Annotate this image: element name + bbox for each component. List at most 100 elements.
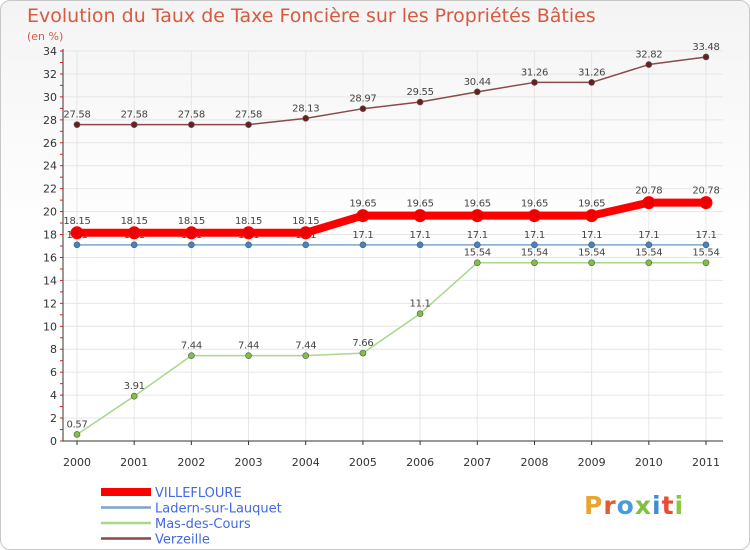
y-tick-label: 2 <box>50 412 57 425</box>
data-point <box>70 226 84 240</box>
logo-letter: i <box>674 491 685 520</box>
logo-letter: x <box>634 491 652 520</box>
legend-label: Ladern-sur-Lauquet <box>155 502 282 517</box>
data-point <box>130 241 138 249</box>
legend-label: Verzeille <box>155 533 210 548</box>
data-point <box>359 349 367 357</box>
data-label: 20.78 <box>692 186 719 197</box>
data-point <box>531 259 538 267</box>
data-label: 19.65 <box>349 199 376 210</box>
y-tick-label: 28 <box>43 114 57 127</box>
legend-item-mas-des-cours: Mas-des-Cours <box>101 517 251 532</box>
logo-letter: P <box>584 491 604 520</box>
data-label: 31.26 <box>578 67 605 78</box>
data-point <box>699 196 713 210</box>
x-tick-label: 2001 <box>120 456 148 469</box>
data-point <box>127 226 141 240</box>
x-tick-label: 2005 <box>349 456 377 469</box>
x-tick-label: 2010 <box>635 456 663 469</box>
data-label: 31.26 <box>521 67 548 78</box>
data-label: 18.15 <box>292 216 319 227</box>
data-label: 28.13 <box>292 103 319 114</box>
data-label: 27.58 <box>63 110 90 121</box>
data-label: 11.1 <box>410 299 431 310</box>
data-point <box>416 310 424 317</box>
x-tick-label: 2004 <box>292 456 320 469</box>
data-point <box>356 209 370 223</box>
data-label: 7.44 <box>181 341 202 352</box>
data-label: 17.1 <box>695 230 716 241</box>
y-tick-label: 0 <box>50 435 57 448</box>
data-point <box>588 259 595 267</box>
data-point <box>245 121 252 128</box>
x-tick-label: 2009 <box>578 456 606 469</box>
data-point <box>188 241 195 249</box>
data-point <box>416 98 424 106</box>
data-point <box>531 79 538 86</box>
data-label: 29.55 <box>407 87 434 98</box>
chart-title: Evolution du Taux de Taxe Foncière sur l… <box>27 5 596 27</box>
data-label: 18.15 <box>235 216 262 227</box>
data-label: 32.82 <box>635 50 662 61</box>
legend-label: VILLEFLOURE <box>155 486 242 501</box>
y-tick-label: 4 <box>50 389 57 402</box>
data-point <box>302 352 310 359</box>
data-point <box>413 209 427 223</box>
legend-item-ladern-sur-lauquet: Ladern-sur-Lauquet <box>101 502 282 517</box>
data-label: 7.44 <box>238 341 259 352</box>
y-tick-label: 32 <box>43 68 57 81</box>
logo-letter: i <box>652 491 662 520</box>
data-point <box>242 226 256 240</box>
data-label: 20.78 <box>635 186 662 197</box>
data-point <box>702 53 710 61</box>
data-point <box>245 241 252 249</box>
data-label: 17.1 <box>410 230 431 241</box>
y-tick-label: 10 <box>43 320 57 333</box>
data-label: 7.44 <box>295 341 316 352</box>
data-label: 19.65 <box>464 199 491 210</box>
data-label: 15.54 <box>521 248 548 259</box>
data-point <box>645 241 653 249</box>
data-point <box>473 241 481 249</box>
data-label: 27.58 <box>235 110 262 121</box>
y-tick-label: 14 <box>43 274 57 287</box>
data-point <box>473 88 481 96</box>
series-verzeille: 27.58 27.58 27.58 27.58 28.13 28.97 29.55 30.44… <box>63 42 720 128</box>
data-point <box>302 241 310 249</box>
data-label: 18.15 <box>63 216 90 227</box>
y-tick-label: 30 <box>43 91 57 104</box>
data-label: 15.54 <box>464 248 491 259</box>
data-point <box>188 352 195 359</box>
data-point <box>702 241 710 249</box>
data-label: 7.66 <box>352 338 373 349</box>
data-point <box>702 259 710 267</box>
data-label: 30.44 <box>464 77 491 88</box>
y-tick-label: 8 <box>50 343 57 356</box>
x-tick-label: 2003 <box>235 456 263 469</box>
series-villefloure: 18.15 18.15 18.15 18.15 18.15 19.65 19.65 19.65… <box>63 186 720 240</box>
y-tick-label: 18 <box>43 229 57 242</box>
y-tick-label: 34 <box>43 45 57 58</box>
data-label: 27.58 <box>178 110 205 121</box>
data-point <box>645 259 653 267</box>
data-label: 17.1 <box>467 230 488 241</box>
x-tick-label: 2006 <box>406 456 434 469</box>
data-label: 17.1 <box>638 230 659 241</box>
data-point <box>245 352 252 359</box>
data-point <box>73 431 81 438</box>
data-label: 18.15 <box>121 216 148 227</box>
data-label: 17.1 <box>352 230 373 241</box>
data-label: 19.65 <box>521 199 548 210</box>
logo-letter: o <box>616 491 635 520</box>
data-point <box>585 209 599 223</box>
x-tick-label: 2007 <box>463 456 491 469</box>
y-tick-label: 22 <box>43 183 57 196</box>
data-point <box>130 121 138 128</box>
y-tick-label: 20 <box>43 206 57 219</box>
data-point <box>588 79 595 86</box>
legend-label: Mas-des-Cours <box>155 517 251 532</box>
series-mas-des-cours: 0.57 3.91 7.44 7.44 7.44 7.66 11.1 15.54 15.54 15… <box>66 248 720 438</box>
data-label: 15.54 <box>635 248 662 259</box>
data-point <box>184 226 198 240</box>
